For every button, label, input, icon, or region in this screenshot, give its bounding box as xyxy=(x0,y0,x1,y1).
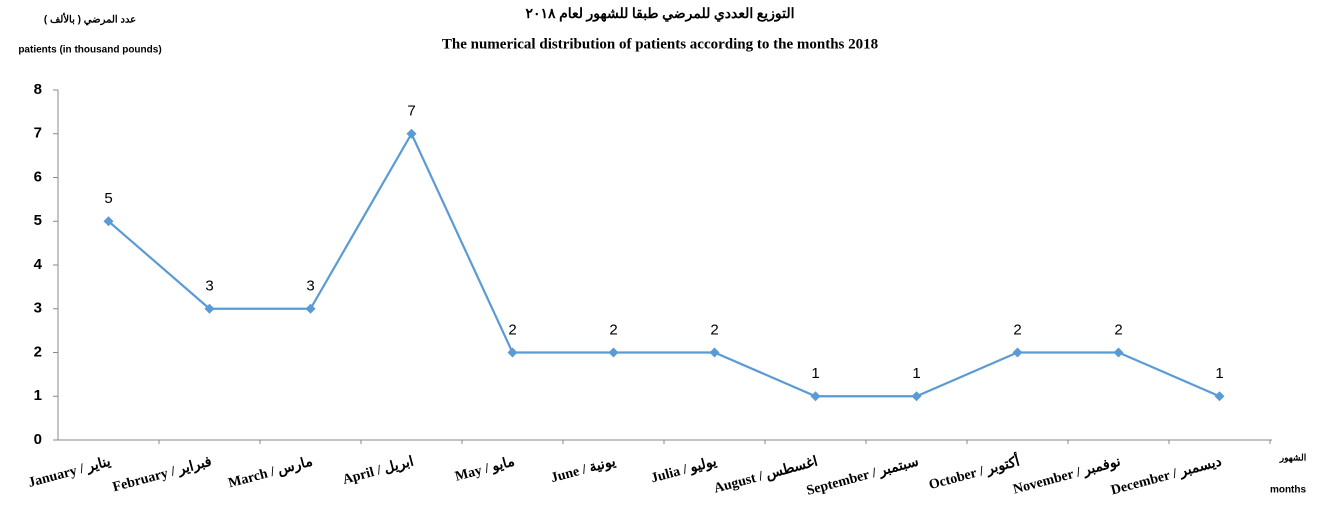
marker xyxy=(1012,347,1023,358)
data-label: 2 xyxy=(1114,321,1122,338)
data-label: 2 xyxy=(710,321,718,338)
y-tick-label: 8 xyxy=(34,81,42,98)
y-tick-label: 5 xyxy=(34,212,42,229)
marker xyxy=(204,303,215,314)
x-axis-label: الشهور xyxy=(1279,452,1306,463)
marker xyxy=(406,128,417,139)
x-tick-label: Julia / يوليو xyxy=(649,454,718,486)
x-tick-label: June / يونية xyxy=(549,454,617,486)
y-tick-label: 4 xyxy=(34,256,43,273)
marker xyxy=(810,391,821,402)
marker xyxy=(709,347,720,358)
y-axis-label: ( عدد المرضي ( بالألف xyxy=(44,14,136,26)
x-tick-label: April / ابريل xyxy=(341,454,415,487)
x-tick-label: March / مارس xyxy=(227,454,315,491)
x-tick-label: September / سبتمبر xyxy=(805,454,920,498)
y-axis-label-en: patients (in thousand pounds) xyxy=(18,45,161,56)
data-label: 2 xyxy=(508,321,516,338)
data-label: 3 xyxy=(205,278,213,295)
data-label: 3 xyxy=(306,278,314,295)
data-label: 2 xyxy=(609,321,617,338)
x-axis-label-en: months xyxy=(1270,485,1307,496)
chart-subtitle: The numerical distribution of patients a… xyxy=(442,36,878,52)
y-tick-label: 0 xyxy=(34,431,42,448)
x-tick-label: October / أكتوبر xyxy=(926,451,1021,494)
data-label: 2 xyxy=(1013,321,1021,338)
x-tick-label: January / يناير xyxy=(27,454,113,490)
line xyxy=(107,131,1220,398)
chart-title: التوزيع العددي للمرضي طبقا للشهور لعام ٢… xyxy=(525,7,794,22)
marker xyxy=(103,216,114,227)
data-label: 1 xyxy=(811,365,819,382)
x-tick-label: February / فبراير xyxy=(111,454,213,495)
x-tick-label: August / اغسطس xyxy=(712,454,819,496)
marker xyxy=(911,391,922,402)
data-label: 5 xyxy=(104,190,112,207)
y-tick-label: 7 xyxy=(34,125,42,142)
y-tick-label: 3 xyxy=(34,300,42,317)
marker xyxy=(608,347,619,358)
data-label: 1 xyxy=(912,365,920,382)
x-tick-label: December / ديسمبر xyxy=(1109,454,1223,498)
data-label: 7 xyxy=(407,103,415,120)
marker xyxy=(1113,347,1124,358)
marker xyxy=(305,303,316,314)
marker xyxy=(1214,391,1225,402)
y-tick-label: 2 xyxy=(34,343,42,360)
y-tick-label: 6 xyxy=(34,168,42,185)
marker xyxy=(507,347,518,358)
x-tick-label: May / مايو xyxy=(454,454,517,484)
data-label: 1 xyxy=(1215,365,1223,382)
y-tick-label: 1 xyxy=(34,387,42,404)
x-tick-label: November / نوفمبر xyxy=(1012,454,1123,497)
